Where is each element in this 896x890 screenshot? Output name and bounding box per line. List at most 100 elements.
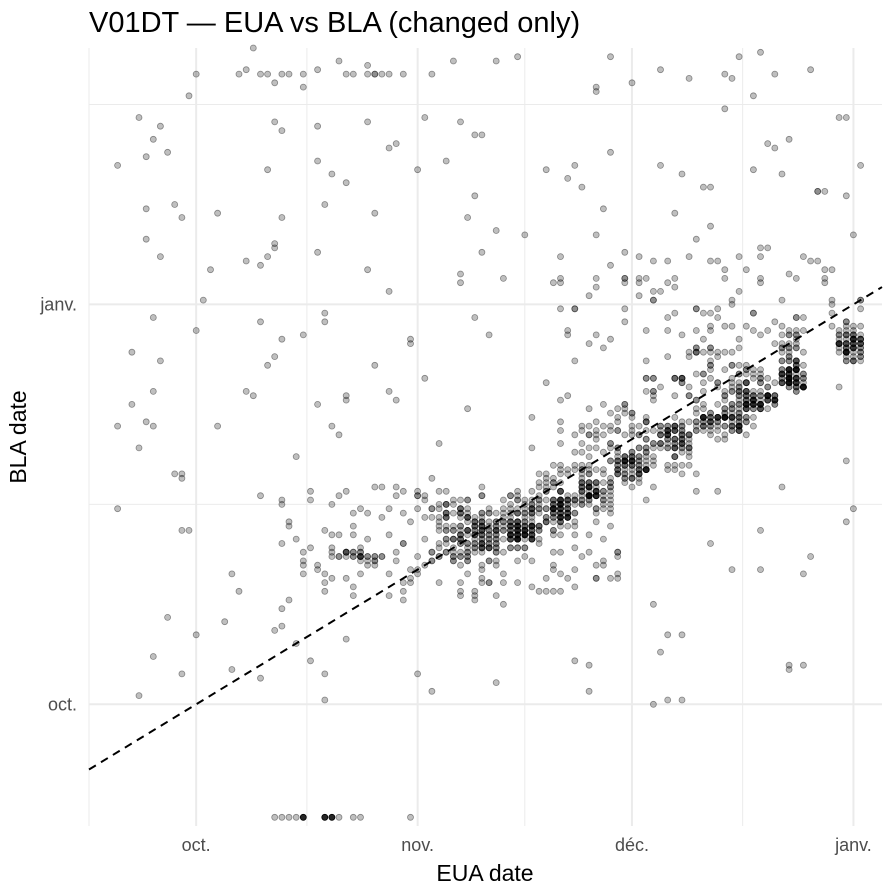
data-point (628, 457, 636, 465)
data-point (642, 374, 650, 382)
data-point (621, 479, 629, 487)
data-point (778, 379, 786, 387)
data-point (478, 518, 486, 526)
data-point (535, 522, 543, 530)
data-point (492, 531, 500, 539)
data-point (292, 453, 300, 461)
data-point (571, 531, 579, 539)
data-point (521, 527, 529, 534)
data-point (585, 479, 593, 487)
data-point (742, 405, 750, 413)
data-point (535, 500, 543, 508)
data-point (642, 374, 650, 382)
data-point (514, 535, 521, 543)
data-point (771, 144, 779, 152)
data-point (528, 535, 536, 543)
data-point (735, 422, 743, 430)
data-point (621, 461, 629, 469)
data-point (371, 553, 379, 560)
data-point (342, 548, 350, 556)
data-point (792, 366, 800, 374)
data-point (714, 435, 722, 443)
data-point (735, 422, 743, 430)
data-point (728, 387, 736, 395)
data-point (728, 422, 736, 430)
data-point (792, 366, 800, 374)
data-point (492, 592, 500, 599)
data-point (764, 392, 772, 400)
data-point (564, 514, 572, 521)
data-point (156, 122, 164, 130)
data-point (785, 366, 793, 374)
data-point (342, 635, 350, 643)
data-point (585, 444, 593, 452)
data-point (600, 496, 607, 504)
data-point (328, 422, 336, 430)
data-point (492, 527, 500, 534)
data-point (664, 435, 672, 443)
data-point (785, 374, 793, 382)
data-point (357, 553, 364, 560)
data-point (692, 305, 700, 313)
data-point (621, 400, 629, 408)
data-point (792, 314, 800, 321)
data-point (828, 322, 836, 330)
data-point (664, 427, 672, 434)
data-point (499, 518, 507, 526)
data-point (507, 531, 514, 539)
data-point (750, 327, 757, 334)
data-point (800, 314, 807, 321)
data-point (792, 374, 800, 382)
data-point (349, 548, 357, 556)
data-point (621, 318, 629, 326)
data-point (278, 605, 286, 613)
data-point (407, 579, 414, 586)
data-point (721, 274, 729, 282)
data-point (771, 396, 779, 404)
data-point (585, 483, 593, 491)
data-point (514, 522, 521, 530)
data-point (478, 535, 486, 543)
data-point (742, 392, 750, 400)
data-point (771, 379, 779, 387)
data-point (457, 553, 464, 560)
data-point (600, 400, 607, 408)
chart-title: V01DT — EUA vs BLA (changed only) (89, 7, 580, 39)
data-point (399, 540, 407, 547)
data-point (228, 570, 236, 578)
data-point (657, 440, 664, 447)
data-point (535, 522, 543, 530)
data-point (449, 535, 457, 543)
data-point (457, 592, 464, 599)
data-point (721, 422, 729, 430)
data-point (671, 422, 679, 430)
data-point (485, 535, 493, 543)
data-point (664, 435, 672, 443)
data-point (728, 409, 736, 417)
data-point (792, 383, 800, 391)
data-point (621, 470, 629, 478)
data-point (850, 335, 857, 343)
data-point (728, 413, 736, 421)
data-point (728, 361, 736, 369)
data-point (685, 453, 693, 461)
data-point (521, 531, 529, 539)
data-point (471, 518, 479, 526)
data-point (585, 500, 593, 508)
data-point (550, 561, 557, 569)
data-point (700, 309, 707, 317)
data-point (457, 531, 464, 539)
data-point (792, 374, 800, 382)
data-point (707, 427, 714, 434)
data-point (607, 574, 614, 582)
data-point (242, 387, 250, 395)
data-point (321, 309, 329, 317)
data-point (314, 248, 322, 256)
data-point (464, 514, 472, 521)
data-point (735, 405, 743, 413)
data-point (478, 527, 486, 534)
data-point (592, 435, 600, 443)
data-point (364, 535, 372, 543)
data-point (671, 274, 679, 282)
